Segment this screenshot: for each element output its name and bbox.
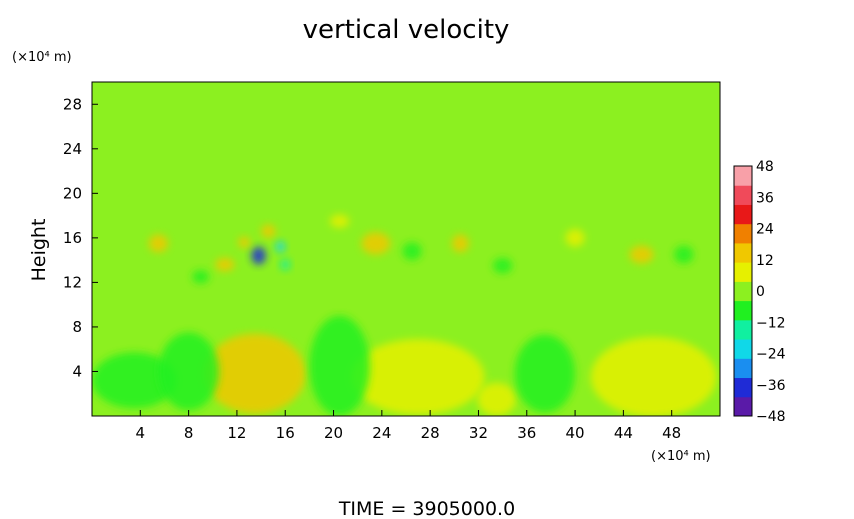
- field-feature: [492, 257, 513, 274]
- y-tick-label: 24: [63, 140, 82, 158]
- field-feature: [238, 236, 251, 248]
- y-tick-label: 8: [72, 318, 82, 336]
- x-axis-unit: (×10⁴ m): [651, 449, 711, 464]
- colorbar-tick-label: −48: [756, 409, 786, 425]
- field-feature: [158, 332, 219, 411]
- colorbar-segment: [734, 242, 752, 263]
- x-tick-label: 16: [276, 424, 295, 442]
- y-tick-label: 16: [63, 229, 82, 247]
- field-feature: [204, 333, 306, 414]
- heatmap-features: [92, 214, 717, 416]
- field-feature: [514, 334, 576, 413]
- colorbar-frame: [733, 165, 753, 417]
- x-tick-label: 24: [372, 424, 391, 442]
- colorbar-segment: [734, 281, 752, 302]
- x-tick-label: 44: [614, 424, 633, 442]
- y-tick-label: 20: [63, 184, 82, 202]
- y-tick-label: 12: [63, 273, 82, 291]
- field-feature: [251, 246, 266, 265]
- colorbar-tick-label: 24: [756, 222, 774, 238]
- colorbar-tick-label: 48: [756, 159, 774, 175]
- field-feature: [329, 214, 350, 228]
- chart-title: vertical velocity: [303, 15, 510, 45]
- x-tick-label: 32: [469, 424, 488, 442]
- x-tick-label: 8: [184, 424, 194, 442]
- colorbar-tick-label: 36: [756, 190, 774, 206]
- colorbar: 48 36 24 12 0 −12 −24 −36 −48: [733, 159, 786, 425]
- field-feature: [309, 315, 370, 416]
- field-feature: [280, 259, 291, 271]
- colorbar-segment: [734, 396, 752, 417]
- colorbar-tick-label: −24: [756, 347, 786, 363]
- x-tick-label: 4: [136, 424, 146, 442]
- field-feature: [477, 382, 516, 416]
- colorbar-tick-label: 12: [756, 253, 774, 269]
- y-axis-unit: (×10⁴ m): [12, 50, 72, 65]
- field-feature: [261, 224, 276, 238]
- field-feature: [351, 339, 485, 415]
- colorbar-tick-label: −12: [756, 315, 786, 331]
- colorbar-segment: [734, 185, 752, 205]
- time-label: TIME = 3905000.0: [338, 498, 515, 519]
- x-tick-label: 28: [421, 424, 440, 442]
- colorbar-segment: [734, 204, 752, 225]
- field-feature: [275, 241, 286, 253]
- x-tick-label: 36: [517, 424, 536, 442]
- field-feature: [590, 336, 717, 416]
- y-tick-label: 4: [72, 362, 82, 380]
- field-feature: [565, 228, 585, 247]
- field-feature: [402, 242, 422, 261]
- colorbar-segment: [734, 262, 752, 282]
- y-axis-label: Height: [28, 219, 50, 282]
- x-tick-label: 40: [566, 424, 585, 442]
- colorbar-segment: [734, 339, 752, 359]
- x-tick-label: 20: [324, 424, 343, 442]
- colorbar-segment: [734, 358, 752, 379]
- field-feature: [674, 245, 694, 264]
- colorbar-tick-label: −36: [756, 378, 786, 394]
- colorbar-segment: [734, 166, 752, 186]
- plot-frame: [91, 81, 721, 417]
- x-tick-label: 48: [662, 424, 681, 442]
- colorbar-segment: [734, 319, 752, 340]
- field-feature: [451, 234, 469, 253]
- colorbar-tick-label: 0: [756, 284, 765, 300]
- field-feature: [215, 257, 235, 272]
- colorbar-segment: [734, 377, 752, 398]
- heatmap-field: [92, 82, 720, 416]
- colorbar-segment: [734, 223, 752, 244]
- field-feature: [629, 245, 654, 264]
- x-axis-ticks: 4 8 12 16 20 24 28 32 36 40 44 48: [136, 410, 681, 442]
- field-feature: [148, 234, 169, 253]
- y-axis-ticks: 4 8 12 16 20 24 28: [63, 95, 98, 380]
- x-tick-label: 12: [227, 424, 246, 442]
- y-tick-label: 28: [63, 95, 82, 113]
- colorbar-segment: [734, 300, 752, 321]
- field-feature: [92, 352, 177, 409]
- field-feature: [192, 270, 210, 284]
- field-feature: [361, 232, 391, 255]
